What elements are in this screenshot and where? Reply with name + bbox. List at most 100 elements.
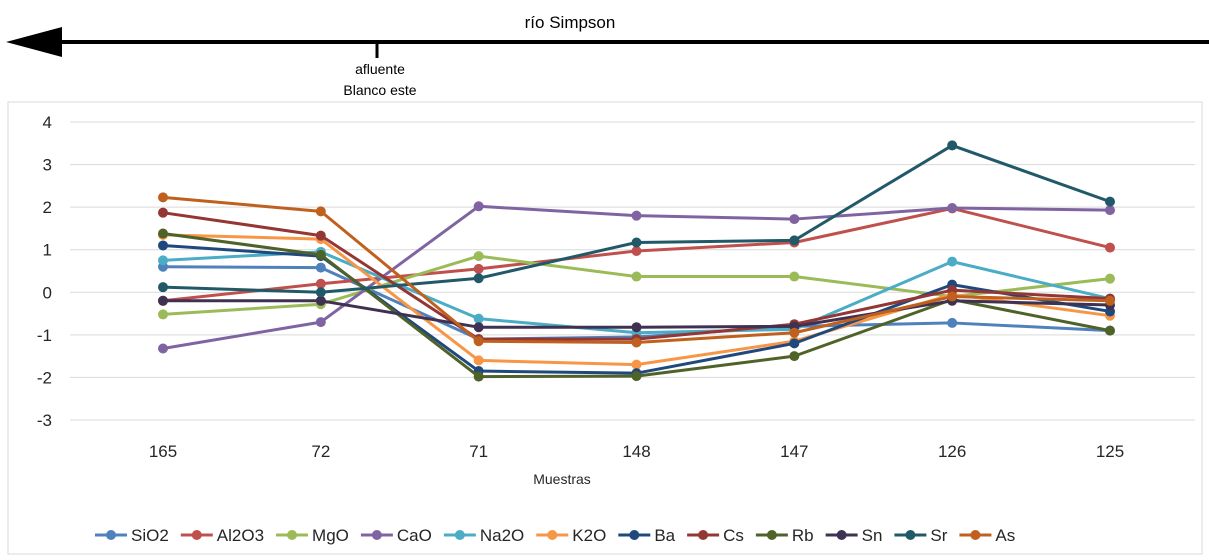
- data-point: [315, 249, 326, 260]
- x-axis-ticks: 165 72 71 148 147 126 125: [149, 442, 1124, 461]
- chart-frame: [7, 101, 1203, 555]
- data-point: [789, 351, 800, 362]
- y-tick-label: 4: [43, 113, 52, 132]
- y-tick-label: -1: [37, 326, 52, 345]
- data-point: [789, 338, 800, 349]
- legend-label: As: [995, 526, 1015, 545]
- x-tick-label: 147: [780, 442, 808, 461]
- data-point: [1105, 205, 1115, 216]
- series-Ba: [158, 240, 1115, 379]
- river-arrow-head: [6, 27, 62, 57]
- legend-swatch-marker: [454, 530, 465, 540]
- legend-swatch-marker: [106, 530, 116, 540]
- river-annotation: río Simpson afluente Blanco este: [6, 13, 1209, 98]
- data-point: [1105, 196, 1115, 207]
- legend-label: SiO2: [131, 526, 169, 545]
- data-point: [473, 371, 484, 382]
- series-lines: [158, 140, 1115, 382]
- data-point: [158, 240, 168, 251]
- legend-swatch-marker: [766, 530, 777, 540]
- legend-label: CaO: [397, 526, 432, 545]
- legend-label: MgO: [312, 526, 349, 545]
- data-point: [315, 287, 326, 298]
- data-point: [315, 262, 326, 273]
- legend-swatch-marker: [970, 530, 981, 540]
- data-point: [789, 214, 800, 225]
- data-point: [947, 291, 958, 302]
- data-point: [1105, 325, 1115, 336]
- x-tick-label: 148: [622, 442, 650, 461]
- data-point: [631, 271, 642, 282]
- legend-label: Al2O3: [217, 526, 264, 545]
- data-point: [473, 313, 484, 324]
- data-point: [631, 245, 642, 256]
- legend-item: Cs: [687, 526, 744, 545]
- data-point: [789, 327, 800, 338]
- data-point: [947, 317, 958, 328]
- data-point: [473, 251, 484, 262]
- data-point: [947, 202, 958, 213]
- data-point: [631, 359, 642, 370]
- data-point: [158, 207, 168, 218]
- legend-item: As: [959, 526, 1015, 545]
- y-tick-label: 0: [43, 283, 52, 302]
- data-point: [473, 273, 484, 284]
- legend-swatch-marker: [629, 530, 640, 540]
- data-point: [158, 309, 168, 320]
- y-tick-label: 2: [43, 198, 52, 217]
- legend-swatch-marker: [698, 530, 709, 540]
- data-point: [789, 235, 800, 246]
- data-point: [631, 210, 642, 221]
- data-point: [158, 192, 168, 203]
- legend-label: K2O: [572, 526, 606, 545]
- legend: SiO2 Al2O3 MgO CaO Na2O K2O Ba Cs Rb Sn Sr As: [95, 526, 1015, 545]
- legend-label: Rb: [792, 526, 814, 545]
- data-point: [473, 336, 484, 347]
- legend-item: Rb: [755, 526, 814, 545]
- data-point: [947, 256, 958, 267]
- y-tick-label: 3: [43, 156, 52, 175]
- legend-item: K2O: [536, 526, 606, 545]
- x-tick-label: 72: [311, 442, 330, 461]
- y-tick-label: -3: [37, 411, 52, 430]
- series-CaO: [158, 201, 1115, 354]
- x-tick-label: 71: [469, 442, 488, 461]
- legend-swatch-marker: [191, 530, 202, 540]
- legend-swatch-marker: [371, 530, 382, 540]
- legend-label: Cs: [723, 526, 744, 545]
- series-As: [158, 192, 1115, 348]
- data-point: [473, 201, 484, 212]
- data-point: [158, 343, 168, 354]
- tributary-label-line1: afluente: [355, 61, 405, 77]
- legend-item: Al2O3: [180, 526, 264, 545]
- data-point: [631, 371, 642, 382]
- legend-item: Sr: [894, 526, 948, 545]
- legend-item: SiO2: [95, 526, 169, 545]
- data-point: [158, 228, 168, 239]
- river-label: río Simpson: [525, 13, 616, 32]
- legend-swatch-marker: [836, 530, 847, 540]
- legend-item: Na2O: [443, 526, 524, 545]
- data-point: [158, 282, 168, 293]
- x-tick-label: 165: [149, 442, 177, 461]
- legend-label: Sn: [862, 526, 883, 545]
- legend-item: Ba: [618, 526, 676, 545]
- tributary-label-line2: Blanco este: [343, 82, 416, 98]
- data-point: [473, 355, 484, 366]
- data-point: [158, 255, 168, 266]
- data-point: [789, 271, 800, 282]
- data-point: [315, 230, 326, 241]
- data-point: [315, 295, 326, 306]
- legend-label: Sr: [930, 526, 947, 545]
- data-point: [1105, 295, 1115, 306]
- data-point: [473, 322, 484, 333]
- x-axis-title: Muestras: [533, 471, 591, 487]
- data-point: [1105, 242, 1115, 253]
- legend-item: MgO: [276, 526, 349, 545]
- x-tick-label: 126: [938, 442, 966, 461]
- legend-item: CaO: [360, 526, 432, 545]
- x-tick-label: 125: [1096, 442, 1124, 461]
- data-point: [473, 263, 484, 274]
- y-axis-ticks: 4 3 2 1 0 -1 -2 -3: [37, 113, 52, 430]
